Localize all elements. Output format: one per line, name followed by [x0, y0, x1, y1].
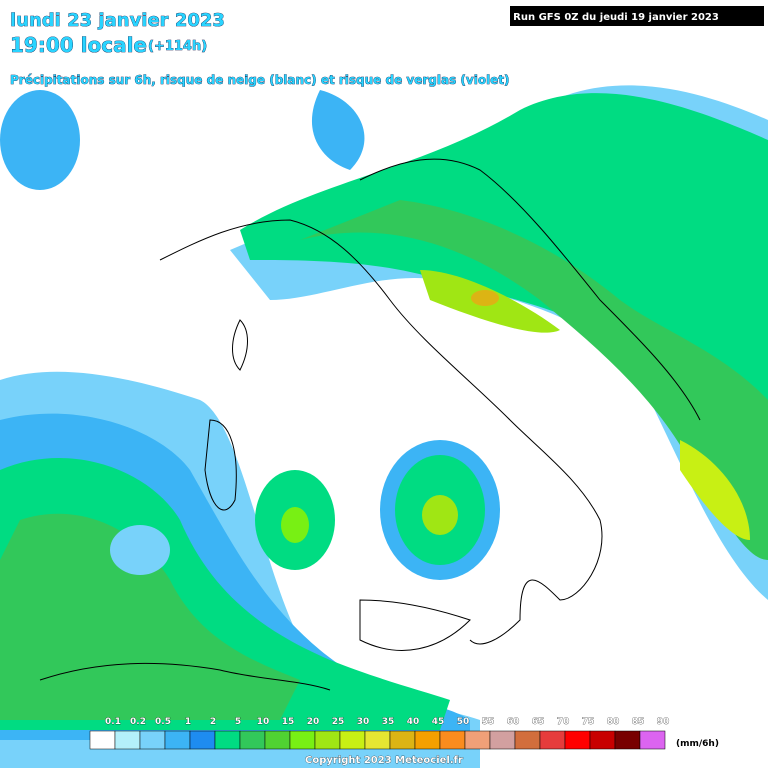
copyright: Copyright 2023 Meteociel.fr: [305, 755, 463, 766]
legend-swatch: [639, 730, 666, 750]
legend-swatch: [489, 730, 516, 750]
legend-label: 30: [357, 717, 370, 727]
date: lundi 23 janvier 2023: [10, 10, 225, 31]
legend-label: 75: [582, 717, 595, 727]
legend-label: 2: [210, 717, 216, 727]
legend-swatch: [164, 730, 191, 750]
legend-label: 35: [382, 717, 395, 727]
offset: (+114h): [148, 39, 207, 54]
legend-label: 80: [607, 717, 620, 727]
unit: (mm/6h): [676, 739, 719, 749]
legend-swatch: [289, 730, 316, 750]
legend-label: 0.2: [130, 717, 146, 727]
legend-label: 60: [507, 717, 520, 727]
legend-label: 0.1: [105, 717, 121, 727]
legend-swatch: [264, 730, 291, 750]
legend-label: 90: [657, 717, 670, 727]
description: Précipitations sur 6h, risque de neige (…: [10, 73, 510, 87]
legend-label: 25: [332, 717, 345, 727]
legend-label: 55: [482, 717, 495, 727]
precip-field: [0, 85, 768, 768]
legend-swatch: [214, 730, 241, 750]
legend-label: 5: [235, 717, 241, 727]
run-box: [510, 6, 764, 26]
legend-swatch: [314, 730, 341, 750]
legend-swatch: [439, 730, 466, 750]
legend-swatch: [564, 730, 591, 750]
run-info: Run GFS 0Z du jeudi 19 janvier 2023: [513, 12, 719, 23]
legend-label: 20: [307, 717, 320, 727]
legend-label: 15: [282, 717, 295, 727]
legend-swatch: [139, 730, 166, 750]
legend-label: 1: [185, 717, 191, 727]
legend-label: 10: [257, 717, 270, 727]
legend-swatch: [89, 730, 116, 750]
legend-swatch: [539, 730, 566, 750]
legend-swatch: [389, 730, 416, 750]
legend-label: 50: [457, 717, 470, 727]
legend-swatch: [189, 730, 216, 750]
legend-swatch: [414, 730, 441, 750]
legend-label: 85: [632, 717, 645, 727]
legend-label: 40: [407, 717, 420, 727]
legend-swatch: [464, 730, 491, 750]
legend-swatch: [239, 730, 266, 750]
legend-label: 70: [557, 717, 570, 727]
coastlines: [39, 158, 701, 691]
legend-swatch: [514, 730, 541, 750]
legend-swatch: [614, 730, 641, 750]
legend-swatch: [364, 730, 391, 750]
legend-label: 45: [432, 717, 445, 727]
time: 19:00 locale: [10, 33, 147, 57]
legend: 0.1 0.2 0.5 1 2 5 10 15 20 25 30 35 40 45 50 55 60 65 70 75…: [89, 717, 670, 750]
legend-swatch: [114, 730, 141, 750]
legend-label: 65: [532, 717, 545, 727]
legend-swatch: [589, 730, 616, 750]
legend-swatch: [339, 730, 366, 750]
legend-label: 0.5: [155, 717, 171, 727]
